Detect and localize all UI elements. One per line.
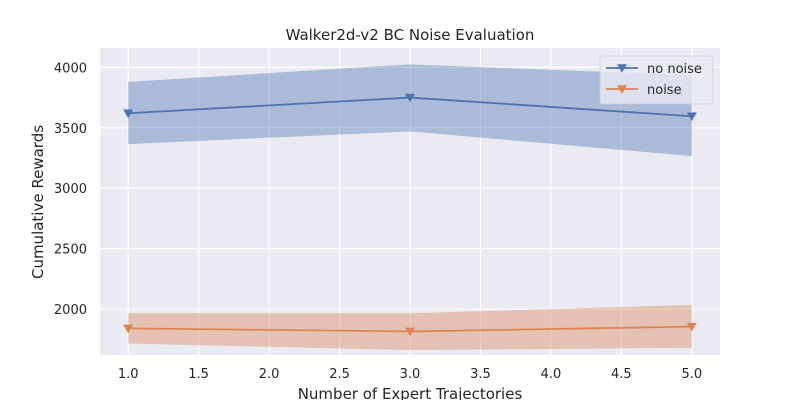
x-tick-label: 1.5 <box>188 367 209 382</box>
x-tick-label: 4.0 <box>541 367 562 382</box>
y-tick-label: 3500 <box>54 122 87 137</box>
series-markers <box>123 93 697 337</box>
x-tick-label: 5.0 <box>681 367 702 382</box>
confidence-band <box>128 304 692 351</box>
y-axis-title: Cumulative Rewards <box>29 125 47 279</box>
x-tick-labels: 1.0 1.5 2.0 2.5 3.0 3.5 4.0 4.5 5.0 <box>118 367 702 382</box>
x-tick-label: 3.0 <box>400 367 421 382</box>
legend: no noise noise <box>599 55 714 105</box>
legend-label: no noise <box>647 62 702 77</box>
x-axis-title: Number of Expert Trajectories <box>298 385 523 400</box>
data-point-marker <box>123 109 134 119</box>
data-point-marker <box>405 327 415 337</box>
y-tick-label: 2000 <box>54 303 87 318</box>
confidence-bands <box>128 64 692 351</box>
legend-marker <box>617 64 627 73</box>
y-tick-labels: 2000 2500 3000 3500 4000 <box>54 61 87 318</box>
x-tick-label: 2.0 <box>259 367 280 382</box>
x-tick-label: 1.0 <box>118 367 139 382</box>
y-tick-label: 2500 <box>54 243 87 258</box>
data-point-marker <box>405 93 415 103</box>
x-tick-label: 4.5 <box>611 367 632 382</box>
y-tick-label: 4000 <box>54 61 87 76</box>
data-point-marker <box>123 324 134 334</box>
chart-title: Walker2d-v2 BC Noise Evaluation <box>286 26 535 44</box>
x-tick-label: 2.5 <box>329 367 350 382</box>
confidence-band <box>128 64 692 157</box>
x-tick-label: 3.5 <box>470 367 491 382</box>
legend-label: noise <box>647 83 682 98</box>
y-tick-label: 3000 <box>54 182 87 197</box>
legend-marker <box>617 85 627 94</box>
data-point-marker <box>686 322 697 332</box>
data-point-marker <box>686 112 697 122</box>
